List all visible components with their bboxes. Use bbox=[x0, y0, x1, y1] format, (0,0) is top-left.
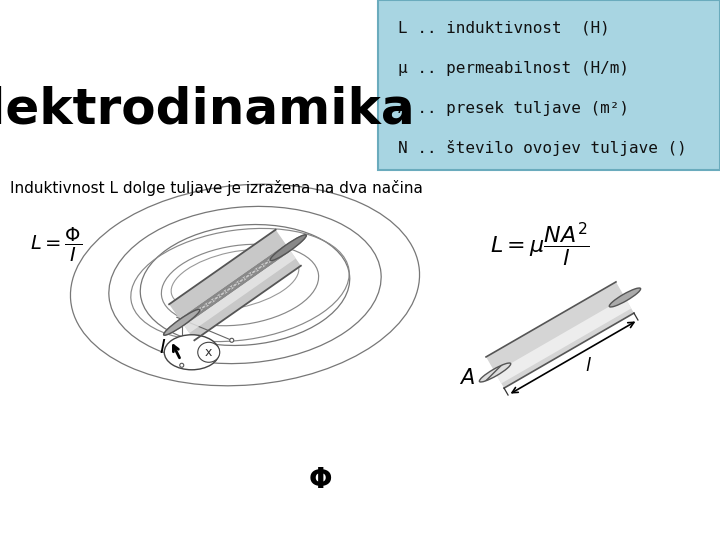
Text: $L = \mu\dfrac{NA^2}{l}$: $L = \mu\dfrac{NA^2}{l}$ bbox=[490, 221, 590, 269]
Ellipse shape bbox=[180, 363, 184, 367]
Text: $A$: $A$ bbox=[459, 368, 475, 388]
Text: L .. induktivnost  (H): L .. induktivnost (H) bbox=[398, 21, 610, 36]
Ellipse shape bbox=[480, 363, 510, 382]
Ellipse shape bbox=[198, 342, 220, 362]
Ellipse shape bbox=[270, 235, 307, 261]
Polygon shape bbox=[183, 249, 296, 333]
Text: Induktivnost L dolge tuljave je izražena na dva načina: Induktivnost L dolge tuljave je izražena… bbox=[10, 180, 423, 196]
Text: $l$: $l$ bbox=[585, 356, 591, 375]
Text: Elektrodinamika: Elektrodinamika bbox=[0, 86, 415, 134]
FancyBboxPatch shape bbox=[378, 0, 720, 170]
Text: A .. presek tuljave (m²): A .. presek tuljave (m²) bbox=[398, 100, 629, 116]
Ellipse shape bbox=[609, 288, 641, 307]
Text: x: x bbox=[205, 346, 212, 359]
Text: $I$: $I$ bbox=[159, 338, 166, 357]
Ellipse shape bbox=[230, 338, 234, 342]
Text: $\bf\Phi$: $\bf\Phi$ bbox=[308, 466, 332, 494]
Text: μ .. permeabilnost (H/m): μ .. permeabilnost (H/m) bbox=[398, 60, 629, 76]
Polygon shape bbox=[169, 230, 301, 340]
Polygon shape bbox=[486, 282, 634, 388]
Polygon shape bbox=[495, 298, 631, 383]
Ellipse shape bbox=[163, 309, 200, 335]
Text: N .. število ovojev tuljave (): N .. število ovojev tuljave () bbox=[398, 140, 687, 156]
Text: $L = \dfrac{\Phi}{I}$: $L = \dfrac{\Phi}{I}$ bbox=[30, 226, 82, 264]
Ellipse shape bbox=[164, 335, 220, 370]
